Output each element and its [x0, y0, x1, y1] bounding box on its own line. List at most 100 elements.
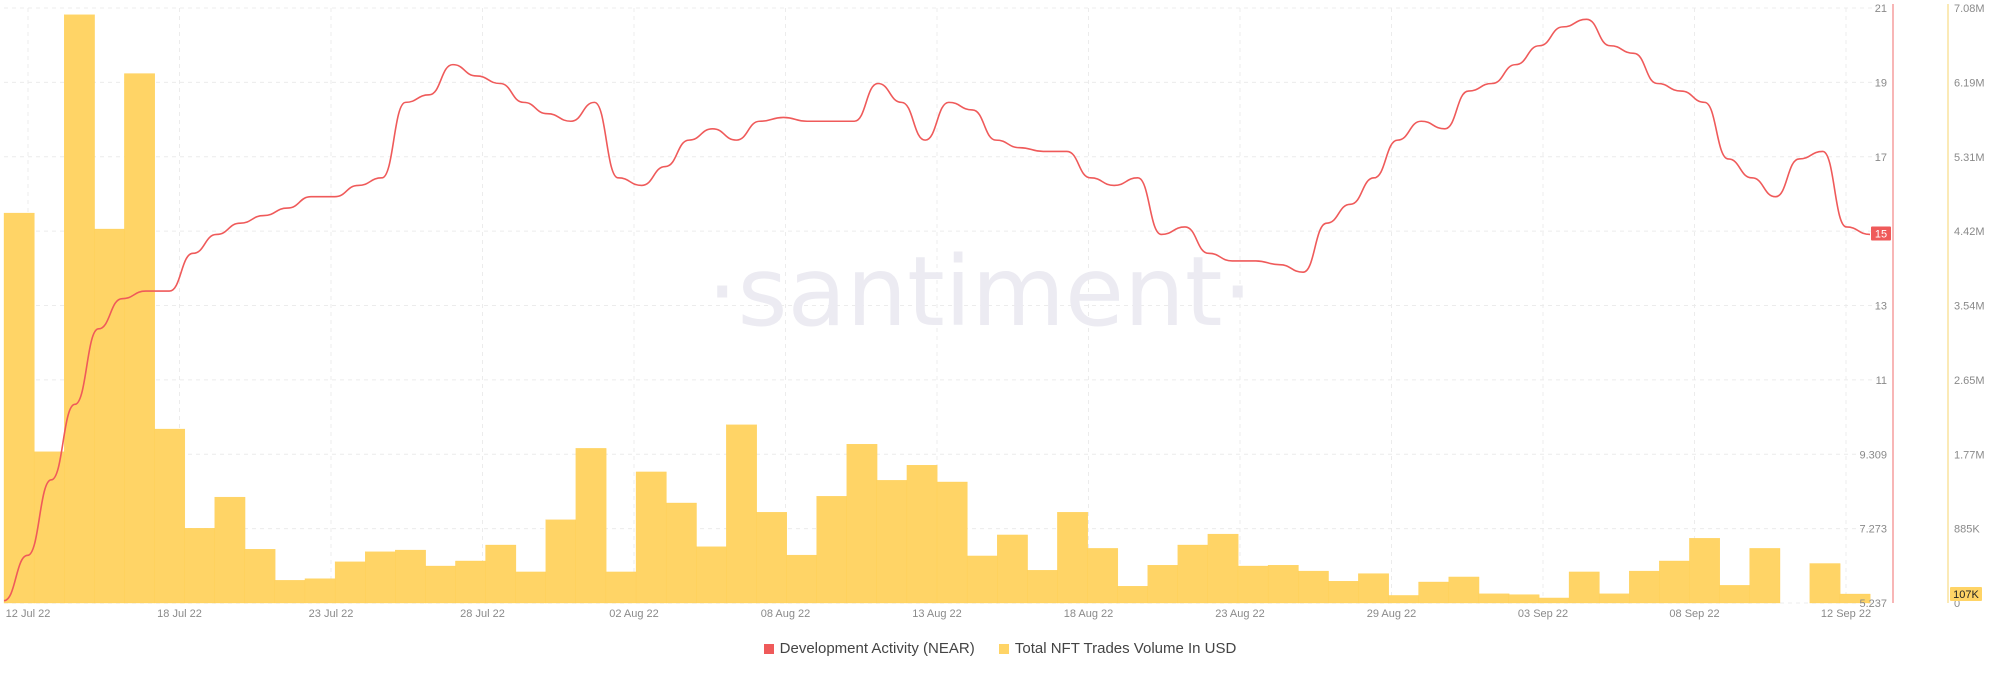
left-axis-tick-label: 13	[1875, 301, 1887, 313]
nft-volume-current-value: 107K	[1953, 589, 1979, 601]
x-axis-tick-label: 12 Jul 22	[6, 608, 51, 620]
nft-volume-bar	[395, 549, 426, 604]
nft-volume-bar	[1177, 544, 1209, 604]
development-activity-line	[3, 18, 1871, 602]
nft-volume-bar	[1749, 548, 1781, 604]
nft-volume-bar	[696, 546, 727, 604]
nft-volume-bar	[124, 73, 155, 604]
nft-volume-bar	[1689, 538, 1720, 604]
x-axis-tick-label: 12 Sep 22	[1821, 608, 1871, 620]
nft-volume-bar	[455, 560, 486, 604]
nft-volume-bar	[1298, 570, 1329, 604]
left-axis-ticks: 5.237 7.273 9.309 11 13 15 17 19 21	[1859, 3, 1887, 610]
nft-volume-bar	[1809, 563, 1841, 604]
legend-label-nft-volume: Total NFT Trades Volume In USD	[1014, 640, 1237, 657]
nft-volume-bar	[1538, 597, 1570, 604]
nft-volume-bar	[545, 519, 577, 604]
nft-volume-bar	[485, 544, 517, 604]
nft-volume-bar	[665, 502, 697, 604]
left-axis-tick-label: 7.273	[1859, 524, 1887, 536]
x-axis-tick-label: 13 Aug 22	[912, 608, 962, 620]
nft-volume-current-badge	[1950, 587, 1982, 601]
nft-volume-bar	[726, 424, 757, 604]
x-axis-tick-label: 29 Aug 22	[1367, 608, 1417, 620]
nft-volume-bar	[515, 571, 547, 604]
nft-volume-bar	[966, 555, 998, 604]
nft-volume-bar	[906, 465, 938, 604]
grid-lines	[4, 7, 1880, 604]
nft-volume-bar	[786, 554, 818, 604]
nft-volume-bar	[1267, 565, 1299, 604]
legend-item-dev-activity[interactable]: Development Activity (NEAR)	[763, 640, 975, 657]
x-axis-tick-label: 18 Jul 22	[157, 608, 202, 620]
nft-volume-bar	[997, 534, 1028, 604]
nft-volume-bar	[1568, 571, 1600, 604]
nft-volume-bar	[1358, 573, 1389, 604]
nft-volume-bar	[605, 571, 637, 604]
nft-volume-bar	[1117, 586, 1149, 604]
nft-volume-bar	[1448, 576, 1480, 604]
left-axis-tick-label: 21	[1875, 3, 1887, 15]
right-axis-tick-label: 5.31M	[1954, 152, 1985, 164]
x-axis-tick-label: 08 Sep 22	[1669, 608, 1719, 620]
nft-volume-bar	[876, 480, 908, 604]
nft-volume-bar	[1418, 581, 1450, 604]
left-axis-tick-label: 19	[1875, 77, 1887, 89]
nft-volume-bar	[846, 444, 878, 604]
x-axis-ticks: 12 Jul 22 18 Jul 22 23 Jul 22 28 Jul 22 02 A…	[6, 608, 1871, 620]
nft-volume-bar	[1598, 593, 1630, 604]
nft-volume-bar	[154, 428, 186, 604]
nft-volume-bar	[816, 496, 848, 604]
right-axis-tick-label: 2.65M	[1954, 375, 1985, 387]
nft-volume-bar	[1328, 580, 1359, 604]
nft-volume-bar	[365, 551, 396, 604]
x-axis-tick-label: 23 Jul 22	[309, 608, 354, 620]
nft-volume-bar	[244, 549, 276, 604]
right-axis-tick-label: 0	[1954, 598, 1960, 610]
nft-volume-bar	[1659, 560, 1690, 604]
chart: ·santiment· 5.2377.2739.309111315171921 …	[3, 3, 1985, 620]
legend-label-dev-activity: Development Activity (NEAR)	[779, 640, 975, 657]
nft-volume-bar	[1057, 512, 1088, 604]
nft-volume-bar	[635, 471, 667, 604]
nft-volume-bar	[94, 228, 125, 604]
right-axis-tick-label: 885K	[1954, 524, 1980, 536]
dev-activity-current-badge	[1871, 226, 1891, 241]
right-axis-tick-label: 1.77M	[1954, 449, 1985, 461]
x-axis-tick-label: 03 Sep 22	[1518, 608, 1568, 620]
right-axis-tick-label: 4.42M	[1954, 226, 1985, 238]
nft-volume-bar	[936, 481, 968, 604]
x-axis-tick-label: 08 Aug 22	[761, 608, 811, 620]
current-value-badges: 15 107K	[1871, 226, 1982, 601]
bar-series	[3, 14, 1871, 604]
right-axis-ticks: 0 885K 1.77M 2.65M 3.54M 4.42M 5.31M 6.19M 7.08M	[1954, 3, 1985, 610]
nft-volume-bar	[1839, 593, 1871, 604]
watermark-text: ·santiment·	[707, 236, 1253, 348]
x-axis-tick-label: 02 Aug 22	[609, 608, 659, 620]
legend-item-nft-volume[interactable]: Total NFT Trades Volume In USD	[998, 640, 1237, 657]
nft-volume-bar	[1237, 565, 1269, 604]
legend-swatch-dev-activity	[763, 643, 774, 654]
x-axis-tick-label: 23 Aug 22	[1215, 608, 1265, 620]
nft-volume-bar	[1388, 595, 1419, 604]
nft-volume-bar	[334, 561, 366, 604]
left-axis-tick-label: 11	[1876, 375, 1887, 387]
nft-volume-bar	[1719, 585, 1751, 604]
right-axis-tick-label: 6.19M	[1954, 77, 1985, 89]
nft-volume-bar	[3, 212, 35, 604]
nft-volume-bar	[184, 528, 216, 604]
legend: Development Activity (NEAR) Total NFT Tr…	[0, 640, 2000, 658]
nft-volume-bar	[1629, 570, 1660, 604]
nft-volume-bar	[274, 580, 306, 604]
left-axis-tick-label: 9.309	[1859, 449, 1887, 461]
nft-volume-bar	[756, 512, 787, 604]
nft-volume-bar	[64, 14, 95, 604]
x-axis-tick-label: 28 Jul 22	[460, 608, 505, 620]
left-axis-tick-label: 5.237	[1859, 598, 1887, 610]
x-axis-tick-label: 18 Aug 22	[1064, 608, 1114, 620]
nft-volume-bar	[425, 565, 456, 604]
left-axis-tick-label: 17	[1875, 152, 1887, 164]
nft-volume-bar	[1207, 533, 1239, 604]
right-axis-tick-label: 7.08M	[1954, 3, 1985, 15]
nft-volume-bar	[214, 496, 246, 604]
